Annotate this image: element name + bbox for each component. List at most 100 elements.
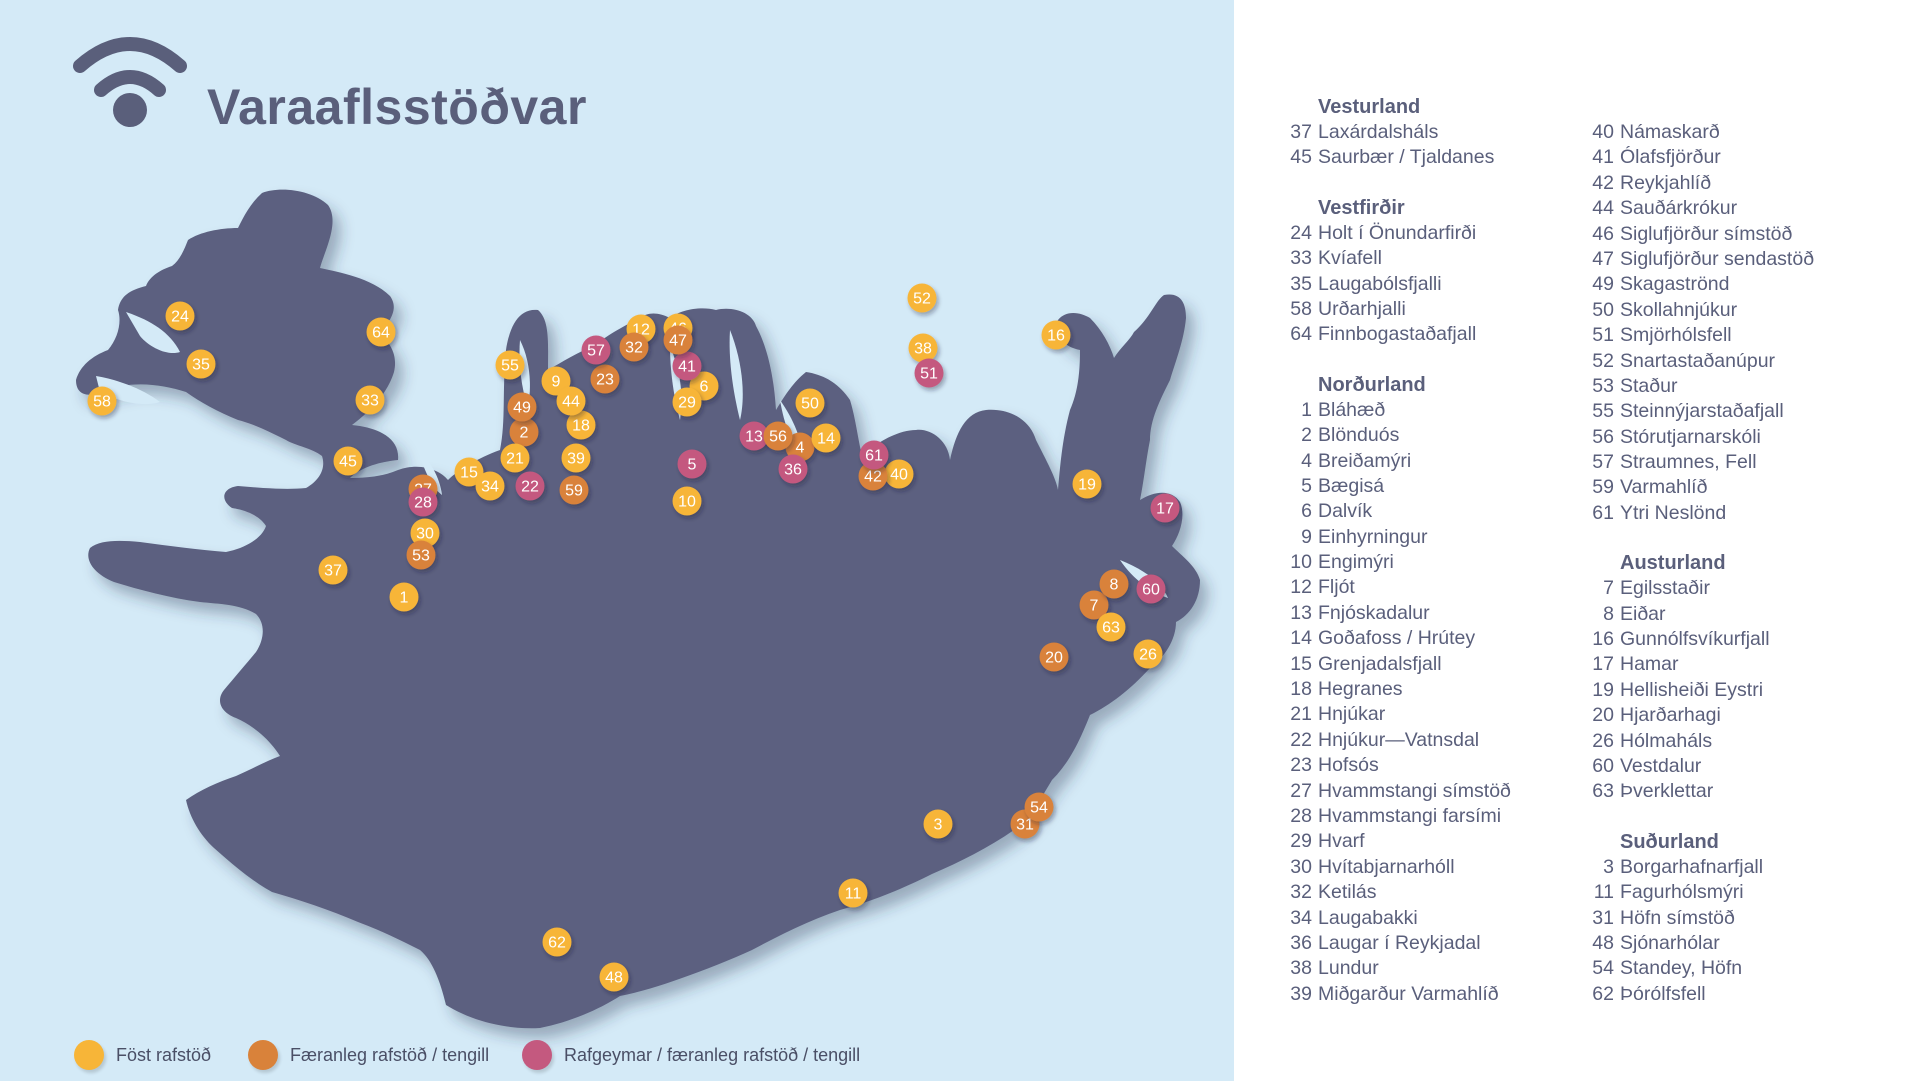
station-marker-52[interactable]: 52 [907, 283, 937, 313]
station-marker-63[interactable]: 63 [1096, 612, 1126, 642]
station-marker-4[interactable]: 4 [785, 432, 815, 462]
legend-battery-label: Rafgeymar / færanleg rafstöð / tengill [564, 1044, 861, 1065]
station-number: 36 [1290, 931, 1312, 954]
station-name: Bægisá [1318, 474, 1385, 497]
station-list-item: 56 Stórutjarnarskóli [1588, 425, 1814, 450]
station-marker-1[interactable]: 1 [389, 582, 419, 612]
station-marker-26[interactable]: 26 [1133, 639, 1163, 669]
station-number: 26 [1592, 729, 1614, 752]
station-marker-36[interactable]: 36 [778, 454, 808, 484]
station-marker-47[interactable]: 47 [663, 325, 693, 355]
station-marker-label: 26 [1139, 647, 1157, 664]
station-marker-41[interactable]: 41 [672, 351, 702, 381]
station-marker-44[interactable]: 44 [556, 386, 586, 416]
station-marker-14[interactable]: 14 [811, 423, 841, 453]
station-marker-8[interactable]: 8 [1099, 569, 1129, 599]
station-list-item: 3 Borgarhafnarfjall [1588, 855, 1814, 880]
station-marker-label: 1 [400, 590, 409, 607]
wifi-icon [73, 37, 187, 97]
station-number: 27 [1290, 779, 1312, 802]
station-marker-61[interactable]: 61 [859, 440, 889, 470]
station-name: Reykjahlíð [1620, 171, 1712, 194]
station-marker-18[interactable]: 18 [566, 410, 596, 440]
station-list-item: 8 Eiðar [1588, 602, 1814, 627]
station-marker-label: 52 [913, 291, 931, 308]
station-marker-35[interactable]: 35 [186, 349, 216, 379]
station-marker-42[interactable]: 42 [858, 461, 888, 491]
station-marker-39[interactable]: 39 [561, 443, 591, 473]
station-marker-21[interactable]: 21 [500, 443, 530, 473]
legend-fixed: Föst rafstöð [74, 1040, 211, 1070]
station-number: 8 [1603, 602, 1614, 625]
station-marker-54[interactable]: 54 [1024, 792, 1054, 822]
station-marker-30[interactable]: 30 [410, 518, 440, 548]
station-marker-5[interactable]: 5 [677, 449, 707, 479]
station-marker-40[interactable]: 40 [884, 459, 914, 489]
station-number: 32 [1290, 881, 1312, 904]
station-marker-16[interactable]: 16 [1041, 320, 1071, 350]
region-title: Austurland [1620, 552, 1726, 575]
station-marker-29[interactable]: 29 [672, 387, 702, 417]
station-marker-33[interactable]: 33 [355, 385, 385, 415]
station-marker-37[interactable]: 37 [318, 555, 348, 585]
station-marker-2[interactable]: 2 [509, 417, 539, 447]
station-number: 45 [1290, 146, 1312, 169]
station-marker-23[interactable]: 23 [590, 364, 620, 394]
station-marker-19[interactable]: 19 [1072, 469, 1102, 499]
station-marker-34[interactable]: 34 [475, 471, 505, 501]
station-marker-label: 28 [414, 495, 432, 512]
legend-portable-label: Færanleg rafstöð / tengill [290, 1044, 490, 1065]
station-name: Ólafsfjörður [1620, 146, 1721, 169]
station-marker-13[interactable]: 13 [739, 421, 769, 451]
station-name: Sauðárkrókur [1620, 197, 1738, 220]
station-marker-label: 35 [192, 357, 210, 374]
station-list-item: 41 Ólafsfjörður [1588, 145, 1814, 170]
station-marker-55[interactable]: 55 [495, 350, 525, 380]
station-marker-label: 20 [1045, 650, 1063, 667]
station-list-item: 39 Miðgarður Varmahlíð [1286, 982, 1511, 1007]
station-number: 56 [1592, 425, 1614, 448]
station-name: Kvíafell [1318, 247, 1382, 270]
station-marker-60[interactable]: 60 [1136, 574, 1166, 604]
station-marker-9[interactable]: 9 [541, 366, 571, 396]
station-marker-28[interactable]: 28 [408, 487, 438, 517]
station-marker-label: 41 [678, 359, 696, 376]
station-marker-57[interactable]: 57 [581, 335, 611, 365]
station-marker-48[interactable]: 48 [599, 962, 629, 992]
station-name: Snartastaðanúpur [1620, 349, 1776, 372]
station-marker-17[interactable]: 17 [1150, 493, 1180, 523]
station-marker-label: 21 [506, 451, 524, 468]
station-list-item: 46 Siglufjörður símstöð [1588, 222, 1814, 247]
station-marker-15[interactable]: 15 [454, 457, 484, 487]
station-number: 51 [1592, 324, 1614, 347]
station-marker-3[interactable]: 3 [923, 809, 953, 839]
station-list-item: 22 Hnjúkur—Vatnsdal [1286, 728, 1511, 753]
station-marker-11[interactable]: 11 [838, 878, 868, 908]
station-number: 62 [1592, 982, 1614, 1005]
station-marker-32[interactable]: 32 [619, 332, 649, 362]
station-marker-51[interactable]: 51 [914, 358, 944, 388]
station-name: Miðgarður Varmahlíð [1318, 982, 1499, 1005]
station-marker-24[interactable]: 24 [165, 301, 195, 331]
station-marker-38[interactable]: 38 [908, 333, 938, 363]
station-marker-58[interactable]: 58 [87, 386, 117, 416]
station-marker-50[interactable]: 50 [795, 388, 825, 418]
station-marker-49[interactable]: 49 [507, 392, 537, 422]
station-list-right-column: 40 Námaskarð 41 Ólafsfjörður 42 Reykjahlíð 44 S… [1588, 94, 1814, 1031]
station-marker-label: 29 [678, 395, 696, 412]
station-name: Einhyrningur [1318, 525, 1428, 548]
station-marker-59[interactable]: 59 [559, 475, 589, 505]
station-marker-64[interactable]: 64 [366, 317, 396, 347]
station-marker-56[interactable]: 56 [763, 421, 793, 451]
station-marker-7[interactable]: 7 [1079, 590, 1109, 620]
station-number: 31 [1592, 906, 1614, 929]
station-marker-45[interactable]: 45 [333, 446, 363, 476]
station-marker-10[interactable]: 10 [672, 486, 702, 516]
station-marker-20[interactable]: 20 [1039, 642, 1069, 672]
station-name: Siglufjörður símstöð [1620, 222, 1793, 245]
station-name: Fljót [1318, 576, 1355, 599]
station-marker-62[interactable]: 62 [542, 927, 572, 957]
station-marker-53[interactable]: 53 [406, 540, 436, 570]
station-marker-22[interactable]: 22 [515, 471, 545, 501]
